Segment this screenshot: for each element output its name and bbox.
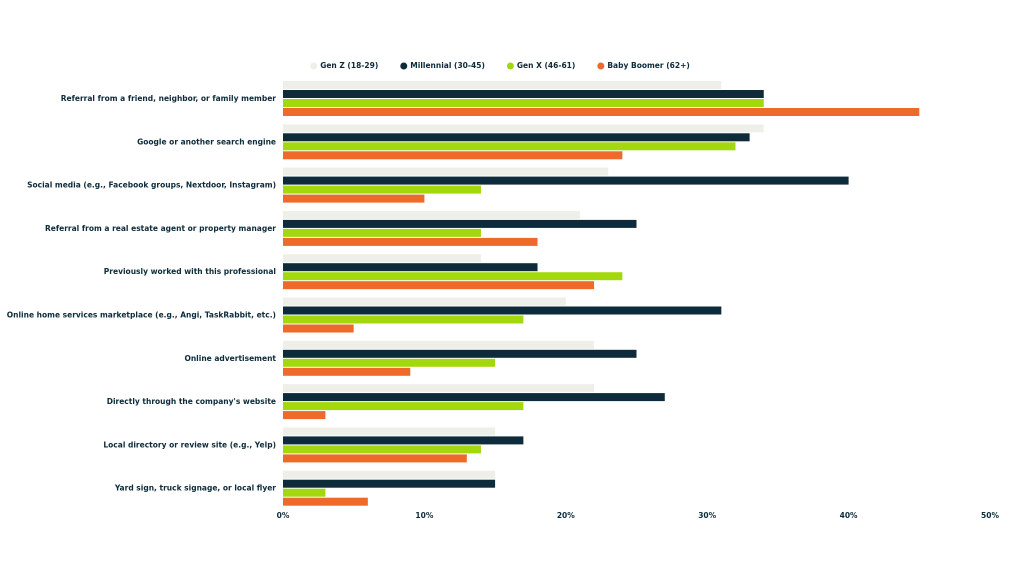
bar <box>283 228 481 237</box>
bar <box>283 133 750 142</box>
bar <box>283 151 623 160</box>
bar <box>283 108 920 116</box>
y-tick-label: Online home services marketplace (e.g., … <box>7 311 276 320</box>
bar <box>283 349 637 358</box>
y-tick-label: Referral from a real estate agent or pro… <box>45 224 276 233</box>
y-tick-label: Google or another search engine <box>137 137 276 146</box>
bar <box>283 454 467 463</box>
bar <box>283 219 637 228</box>
bar <box>283 142 736 151</box>
y-tick-label: Directly through the company's website <box>107 397 276 406</box>
bar <box>283 254 481 263</box>
bar <box>283 436 524 445</box>
bar <box>283 167 609 176</box>
bar <box>283 194 425 203</box>
bar <box>283 297 566 306</box>
bar <box>283 340 595 349</box>
bar <box>283 306 722 315</box>
bar <box>283 488 326 497</box>
bar <box>283 281 595 290</box>
bar <box>283 81 722 89</box>
y-tick-label: Online advertisement <box>184 354 276 363</box>
x-tick-label: 10% <box>415 511 433 520</box>
bar <box>283 324 354 333</box>
bar <box>283 367 411 376</box>
y-tick-label: Yard sign, truck signage, or local flyer <box>114 484 276 493</box>
x-tick-label: 40% <box>840 511 858 520</box>
bar <box>283 263 538 272</box>
y-tick-label: Social media (e.g., Facebook groups, Nex… <box>27 181 276 190</box>
bar <box>283 393 665 402</box>
bar <box>283 402 524 411</box>
bar <box>283 237 538 246</box>
bar <box>283 90 764 98</box>
y-tick-label: Local directory or review site (e.g., Ye… <box>103 440 276 449</box>
y-tick-label: Referral from a friend, neighbor, or fam… <box>61 94 277 103</box>
x-tick-label: 30% <box>698 511 716 520</box>
legend-label: Millennial (30-45) <box>410 61 485 70</box>
bar <box>283 497 368 506</box>
bar <box>283 210 580 219</box>
bar <box>283 185 481 194</box>
legend-marker <box>310 62 318 70</box>
bar <box>283 384 595 393</box>
x-tick-label: 0% <box>277 511 290 520</box>
y-tick-label: Previously worked with this professional <box>104 267 276 276</box>
bar <box>283 470 496 479</box>
bar <box>283 99 764 107</box>
legend-label: Gen Z (18-29) <box>320 61 378 70</box>
bar <box>283 358 496 367</box>
bar <box>283 124 764 133</box>
legend-marker <box>400 62 408 70</box>
bar <box>283 479 496 488</box>
legend-label: Gen X (46-61) <box>517 61 575 70</box>
legend-marker <box>597 62 605 70</box>
bar <box>283 272 623 281</box>
bar <box>283 411 326 420</box>
bar <box>283 427 496 436</box>
legend-label: Baby Boomer (62+) <box>607 61 689 70</box>
x-tick-label: 50% <box>981 511 999 520</box>
x-tick-label: 20% <box>557 511 575 520</box>
legend-marker <box>506 62 514 70</box>
bar <box>283 315 524 324</box>
bar <box>283 176 849 185</box>
bar <box>283 445 481 454</box>
